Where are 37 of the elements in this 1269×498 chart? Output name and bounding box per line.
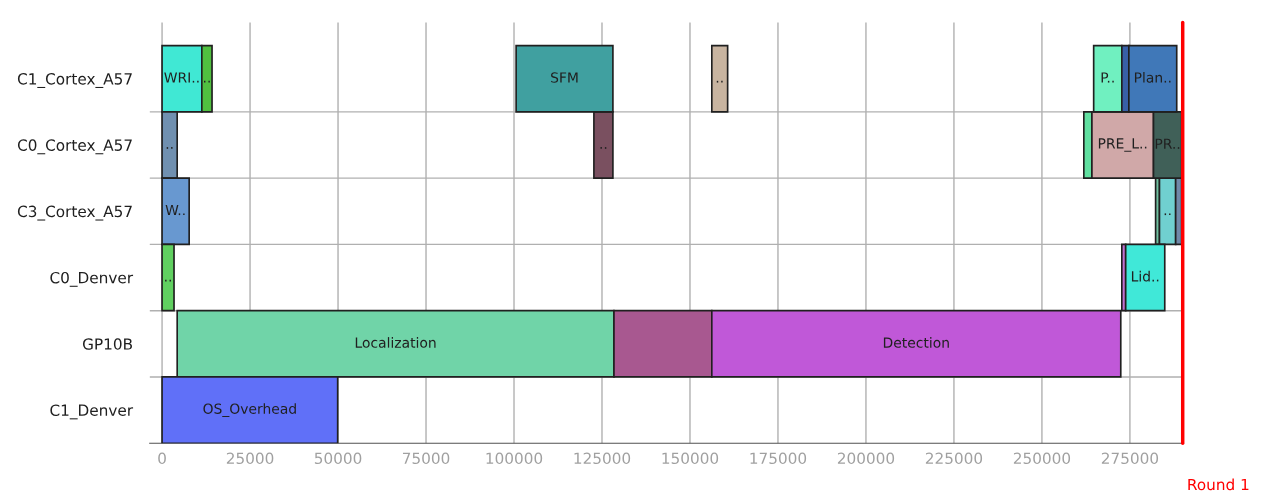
- x-tick-label: 250000: [1013, 452, 1071, 465]
- data-label: WRI..: [164, 72, 199, 83]
- bar: [710, 44, 729, 113]
- x-tick-label: 225000: [925, 452, 983, 465]
- y-tick-label: C0_Denver: [50, 271, 134, 287]
- data-label: ..: [1164, 213, 1171, 216]
- data-label: ..: [600, 147, 607, 149]
- x-tick-label: 200000: [837, 452, 895, 465]
- data-label: SFM: [551, 72, 578, 83]
- data-label: PR..: [1155, 138, 1180, 149]
- data-label: Plan..: [1134, 72, 1171, 83]
- x-tick-label: 100000: [486, 452, 543, 465]
- x-tick-label: 125000: [574, 452, 631, 465]
- data-label: OS_Overhead: [203, 403, 296, 417]
- data-label: ..: [165, 279, 171, 282]
- data-label: ..: [166, 147, 173, 149]
- x-tick-label: 75000: [402, 452, 450, 465]
- data-label: P..: [1101, 72, 1114, 83]
- data-label: Localization: [355, 337, 436, 348]
- y-tick-label: C1_Denver: [50, 404, 134, 420]
- data-label: ..: [716, 80, 723, 83]
- x-tick-label: 50000: [314, 452, 362, 465]
- x-tick-label: 0: [158, 452, 166, 465]
- x-tick-label: 175000: [750, 452, 807, 465]
- y-tick-label: C3_Cortex_A57: [17, 205, 132, 221]
- x-tick-label: 25000: [226, 452, 274, 465]
- y-tick-label: C0_Cortex_A57: [17, 139, 132, 155]
- data-label: ..: [204, 80, 210, 83]
- data-label: PRE_L..: [1098, 138, 1147, 152]
- data-label: W..: [165, 204, 185, 216]
- y-tick-label: C1_Cortex_A57: [17, 73, 132, 89]
- y-tick-label: GP10B: [82, 338, 132, 350]
- x-tick-label: 150000: [662, 452, 719, 465]
- data-label: Lid..: [1131, 270, 1159, 282]
- ref-line-label: Round 1: [1188, 478, 1249, 491]
- data-label: Detection: [883, 337, 949, 348]
- x-tick-label: 275000: [1101, 452, 1159, 465]
